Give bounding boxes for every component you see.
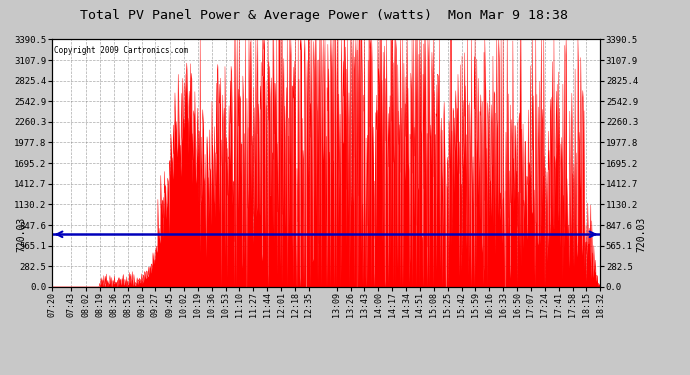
Text: Copyright 2009 Cartronics.com: Copyright 2009 Cartronics.com xyxy=(55,46,188,55)
Text: 720.03: 720.03 xyxy=(17,217,27,252)
Text: 720.03: 720.03 xyxy=(636,217,647,252)
Text: Total PV Panel Power & Average Power (watts)  Mon Mar 9 18:38: Total PV Panel Power & Average Power (wa… xyxy=(80,9,569,22)
